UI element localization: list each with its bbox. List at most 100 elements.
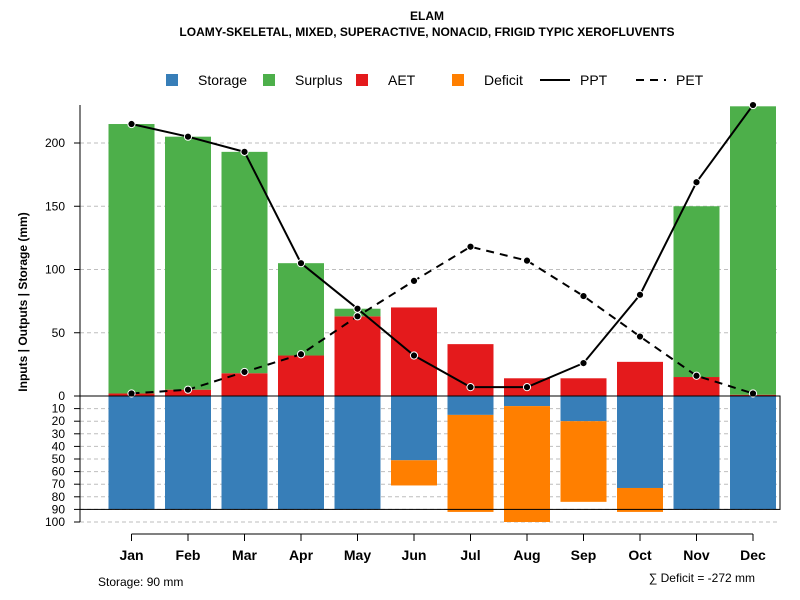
y-tick-label: 200 — [45, 136, 65, 150]
legend-swatch-aet — [356, 74, 368, 86]
bar-storage — [617, 396, 663, 488]
legend-swatch-storage — [166, 74, 178, 86]
pet-point — [183, 385, 193, 394]
y-tick-label: 90 — [52, 502, 66, 516]
x-tick-label: Mar — [232, 547, 257, 563]
bar-storage — [730, 396, 776, 510]
x-tick-label: May — [344, 547, 371, 563]
pet-point — [296, 350, 306, 359]
legend-swatch-deficit — [452, 74, 464, 86]
pet-point — [522, 256, 532, 265]
x-tick-label: Sep — [571, 547, 597, 563]
bar-surplus — [221, 151, 268, 374]
y-tick-label: 100 — [45, 515, 65, 529]
y-tick-label: 60 — [52, 465, 66, 479]
y-tick-label: 80 — [52, 490, 66, 504]
bar-storage — [108, 396, 155, 510]
x-tick-label: Dec — [740, 547, 766, 563]
series-lines — [127, 100, 758, 398]
ppt-point — [353, 304, 362, 313]
ppt-point — [522, 383, 532, 392]
ppt-point — [127, 119, 136, 129]
y-tick-label: 100 — [45, 263, 65, 277]
ppt-point — [409, 351, 419, 360]
bar-surplus — [165, 136, 211, 390]
bar-storage — [165, 396, 211, 510]
bar-deficit — [617, 487, 663, 512]
bar-aet — [560, 378, 607, 396]
y-tick-label: 40 — [52, 439, 66, 453]
ppt-point — [296, 259, 306, 268]
bar-surplus — [108, 124, 155, 394]
bar-surplus — [278, 263, 324, 356]
legend-label-ppt: PPT — [580, 72, 608, 88]
y-axis-label: Inputs | Outputs | Storage (mm) — [16, 212, 30, 391]
ppt-point — [692, 178, 701, 187]
x-tick-label: Nov — [683, 547, 710, 563]
chart-subtitle: LOAMY-SKELETAL, MIXED, SUPERACTIVE, NONA… — [179, 25, 674, 39]
ppt-point — [240, 147, 249, 156]
pet-point — [635, 332, 645, 341]
storage-footnote: Storage: 90 mm — [98, 575, 183, 589]
pet-point — [466, 242, 475, 251]
bar-storage — [278, 396, 324, 510]
bar-deficit — [391, 460, 437, 486]
y-tick-label: 20 — [52, 414, 66, 428]
x-tick-label: Jun — [402, 547, 427, 563]
bar-storage — [447, 396, 494, 415]
bar-aet — [617, 361, 663, 396]
x-tick-label: Jan — [119, 547, 143, 563]
bar-aet — [221, 373, 268, 396]
x-tick-label: Aug — [513, 547, 540, 563]
bar-aet — [334, 316, 381, 396]
y-tick-label: 0 — [58, 389, 65, 403]
bar-storage — [560, 396, 607, 422]
chart-title: ELAM — [410, 9, 444, 23]
pet-line — [131, 245, 754, 395]
ppt-point — [466, 383, 475, 392]
x-tick-label: Feb — [176, 547, 201, 563]
bars — [108, 106, 776, 522]
ppt-point — [748, 100, 758, 110]
bar-deficit — [504, 406, 550, 522]
pet-point — [353, 312, 362, 321]
legend-label-deficit: Deficit — [484, 72, 523, 88]
bar-storage — [391, 396, 437, 461]
bar-deficit — [447, 414, 494, 512]
legend-label-aet: AET — [388, 72, 416, 88]
x-tick-label: Oct — [628, 547, 652, 563]
bar-surplus — [673, 206, 720, 378]
legend: Storage Surplus AET Deficit PPT PET — [166, 72, 704, 88]
y-tick-label: 50 — [52, 326, 66, 340]
pet-point — [692, 371, 701, 380]
legend-label-surplus: Surplus — [295, 72, 342, 88]
x-tick-label: Apr — [289, 547, 314, 563]
x-tick-label: Jul — [460, 547, 480, 563]
bar-surplus — [730, 106, 776, 395]
pet-point — [579, 291, 588, 301]
bar-aet — [278, 355, 324, 396]
legend-label-storage: Storage — [198, 72, 247, 88]
pet-point — [409, 276, 419, 285]
y-tick-label: 70 — [52, 477, 66, 491]
deficit-footnote: ∑ Deficit = -272 mm — [649, 571, 755, 585]
bar-deficit — [560, 421, 607, 502]
legend-swatch-surplus — [263, 74, 275, 86]
bar-storage — [504, 396, 550, 407]
y-tick-label: 10 — [52, 402, 66, 416]
legend-label-pet: PET — [676, 72, 704, 88]
y-tick-label: 150 — [45, 199, 65, 213]
ppt-point — [183, 132, 193, 141]
bar-storage — [334, 396, 381, 510]
bar-aet — [673, 377, 720, 396]
pet-point — [748, 389, 758, 398]
bar-storage — [221, 396, 268, 510]
y-tick-label: 30 — [52, 427, 66, 441]
pet-point — [127, 389, 136, 398]
bar-storage — [673, 396, 720, 510]
ppt-point — [635, 290, 645, 299]
pet-point — [240, 367, 249, 377]
y-tick-label: 50 — [52, 452, 66, 466]
